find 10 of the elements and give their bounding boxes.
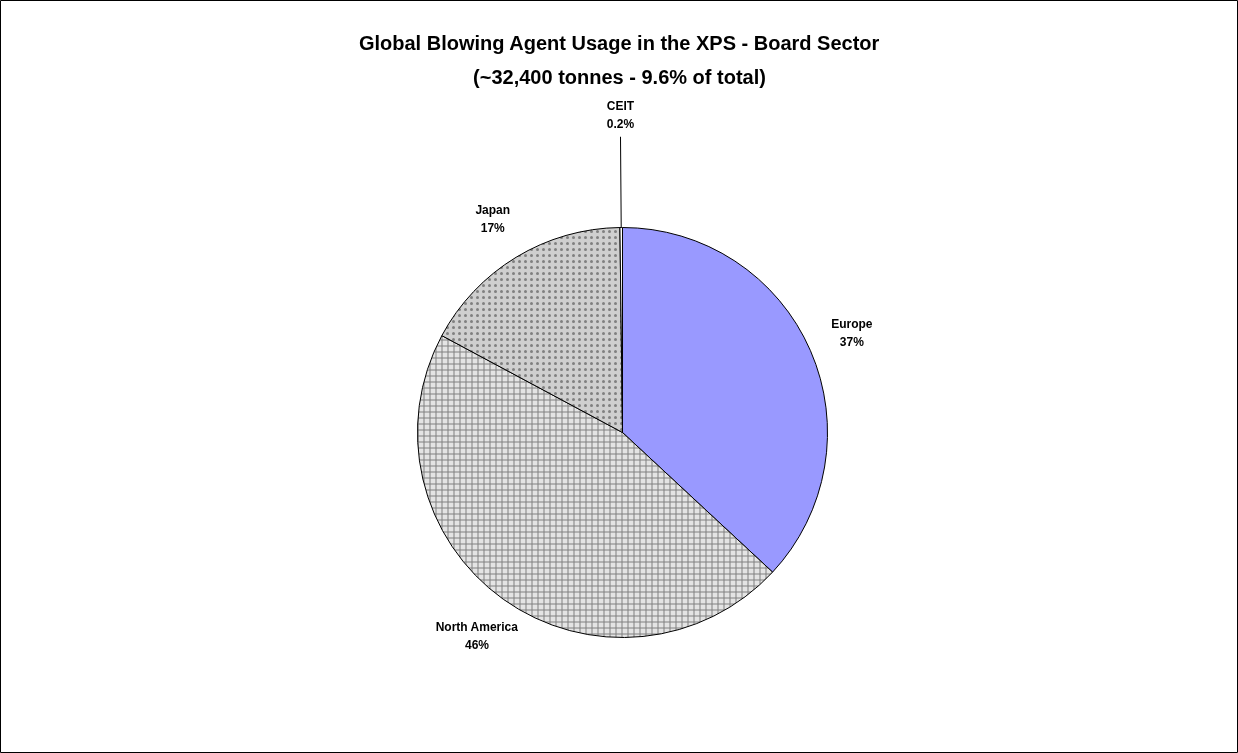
data-label: 17% <box>480 220 506 235</box>
data-label: 37% <box>839 334 865 349</box>
chart-subtitle: (~32,400 tonnes - 9.6% of total) <box>473 65 766 88</box>
data-label: 0.2% <box>606 116 635 131</box>
slice-label: CEIT <box>606 98 635 113</box>
slice-label: Europe <box>831 316 873 331</box>
data-label: 46% <box>465 638 490 653</box>
chart-title: Global Blowing Agent Usage in the XPS - Board Sector <box>358 31 880 54</box>
slice-label: Japan <box>475 202 511 217</box>
slice-label: North America <box>435 619 519 634</box>
